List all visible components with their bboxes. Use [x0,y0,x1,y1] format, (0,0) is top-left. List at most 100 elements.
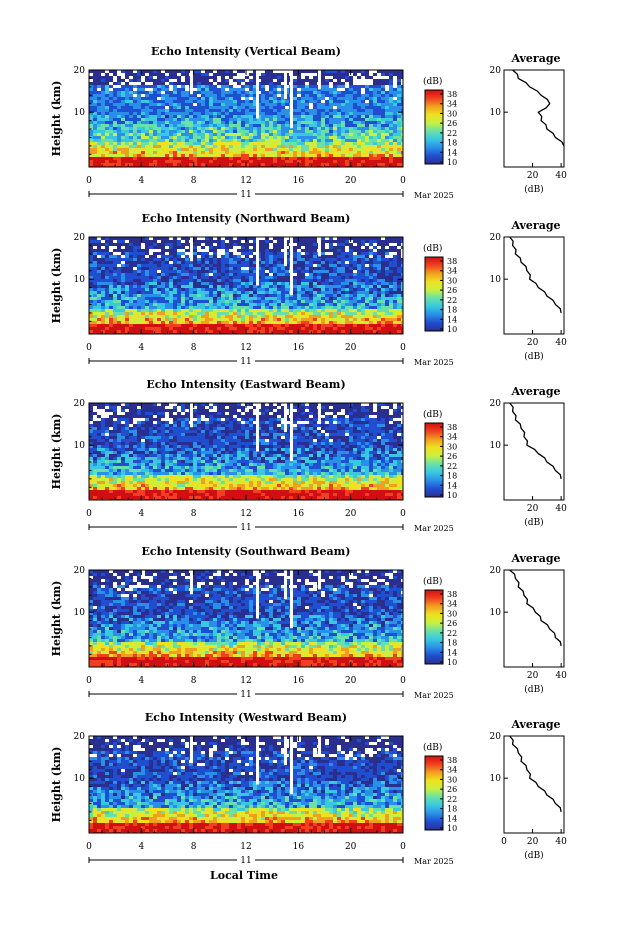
day-label-bg [237,522,255,532]
average-frame [503,735,565,834]
x-tick-label: 16 [293,509,305,519]
average-x-label: (dB) [524,684,543,695]
colorbar-tick-label: 18 [447,139,457,148]
average-x-tick-label: 40 [555,171,567,181]
colorbar-tick-label: 18 [447,805,457,814]
x-tick-label: 4 [138,343,144,353]
colorbar-tick-label: 22 [447,296,457,305]
average-profile-plot: Average 10 20 0 20 40 (dB) [490,718,568,861]
month-label: Mar 2025 [414,857,454,866]
colorbar-tick-label: 38 [447,423,457,432]
average-profile-line [509,402,562,480]
y-tick-label: 20 [74,66,86,76]
month-label: Mar 2025 [414,691,454,700]
average-profile-line [509,236,562,314]
x-tick-label: 4 [138,676,144,686]
y-tick-label: 10 [74,774,86,784]
colorbar-tick-label: 38 [447,90,457,99]
y-axis-label: Height (km) [50,581,63,657]
x-tick-label: 20 [345,509,357,519]
day-label: 11 [240,523,251,533]
month-label: Mar 2025 [414,358,454,367]
average-x-label: (dB) [524,184,543,195]
x-tick-label: 4 [138,509,144,519]
x-tick-label: 20 [345,842,357,852]
average-y-tick-label: 10 [490,441,502,451]
day-label-bg [237,189,255,199]
x-tick-label: 8 [191,176,197,186]
average-title: Average [510,52,560,65]
panel-title: Echo Intensity (Westward Beam) [145,711,347,724]
x-tick-label: 12 [240,509,251,519]
y-tick-label: 10 [74,275,86,285]
panel-3: Echo Intensity (Eastward Beam) 10 20 Height… [50,378,567,533]
day-label: 11 [240,190,251,200]
colorbar [424,422,444,498]
colorbar-tick-label: 26 [447,286,457,295]
average-x-tick-label: 20 [527,171,539,181]
average-x-tick-label: 20 [527,338,539,348]
colorbar-tick-label: 34 [447,766,457,775]
y-axis-label: Height (km) [50,81,63,157]
x-tick-label: 8 [191,676,197,686]
average-profile-plot: Average 10 20 20 40 (dB) [490,385,568,528]
colorbar-tick-label: 14 [447,648,457,657]
x-tick-label: 12 [240,343,251,353]
colorbar-tick-label: 30 [447,109,457,118]
colorbar-tick-label: 30 [447,276,457,285]
colorbar-tick-label: 10 [447,824,457,833]
colorbar-tick-label: 22 [447,629,457,638]
x-tick-label: 8 [191,343,197,353]
average-x-tick-label: 20 [527,671,539,681]
month-label: Mar 2025 [414,191,454,200]
average-frame [503,69,565,168]
colorbar-tick-label: 10 [447,325,457,334]
average-x-tick-label: 40 [555,837,567,847]
colorbar-tick-label: 18 [447,639,457,648]
average-profile-plot: Average 10 20 20 40 (dB) [490,219,568,362]
y-tick-label: 10 [74,608,86,618]
average-profile-line [509,735,562,813]
average-y-tick-label: 10 [490,108,502,118]
average-x-label: (dB) [524,850,543,861]
average-y-tick-label: 10 [490,774,502,784]
heatmap-cells [89,237,403,334]
colorbar-tick-label: 34 [447,600,457,609]
colorbar-tick-label: 22 [447,129,457,138]
colorbar-tick-label: 30 [447,609,457,618]
average-frame [503,402,565,501]
average-profile-line [509,569,562,647]
average-x-tick-label: 40 [555,338,567,348]
colorbar [424,256,444,332]
colorbar-tick-label: 30 [447,442,457,451]
x-tick-label: 20 [345,343,357,353]
y-tick-label: 20 [74,233,86,243]
day-label: 11 [240,856,251,866]
x-tick-label: 4 [138,176,144,186]
colorbar-tick-label: 38 [447,257,457,266]
panel-5: Echo Intensity (Westward Beam) 10 20 Height… [50,711,567,866]
x-tick-label: 0 [400,676,406,686]
average-y-tick-label: 20 [490,233,502,243]
average-frame [503,236,565,335]
x-tick-label: 16 [293,343,305,353]
colorbar-tick-label: 18 [447,472,457,481]
average-x-label: (dB) [524,517,543,528]
colorbar-tick-label: 10 [447,658,457,667]
colorbar-tick-label: 14 [447,481,457,490]
average-x-label: (dB) [524,351,543,362]
average-y-tick-label: 20 [490,566,502,576]
y-axis-label: Height (km) [50,248,63,324]
x-tick-label: 0 [400,509,406,519]
colorbar-tick-label: 34 [447,267,457,276]
x-tick-label: 0 [86,509,92,519]
y-tick-label: 10 [74,441,86,451]
day-label: 11 [240,357,251,367]
colorbar-tick-label: 34 [447,433,457,442]
average-frame [503,569,565,668]
colorbar-tick-label: 26 [447,119,457,128]
average-x-tick-label: 20 [527,837,539,847]
panel-title: Echo Intensity (Eastward Beam) [146,378,345,391]
x-tick-label: 0 [86,343,92,353]
colorbar-unit: (dB) [423,243,442,254]
